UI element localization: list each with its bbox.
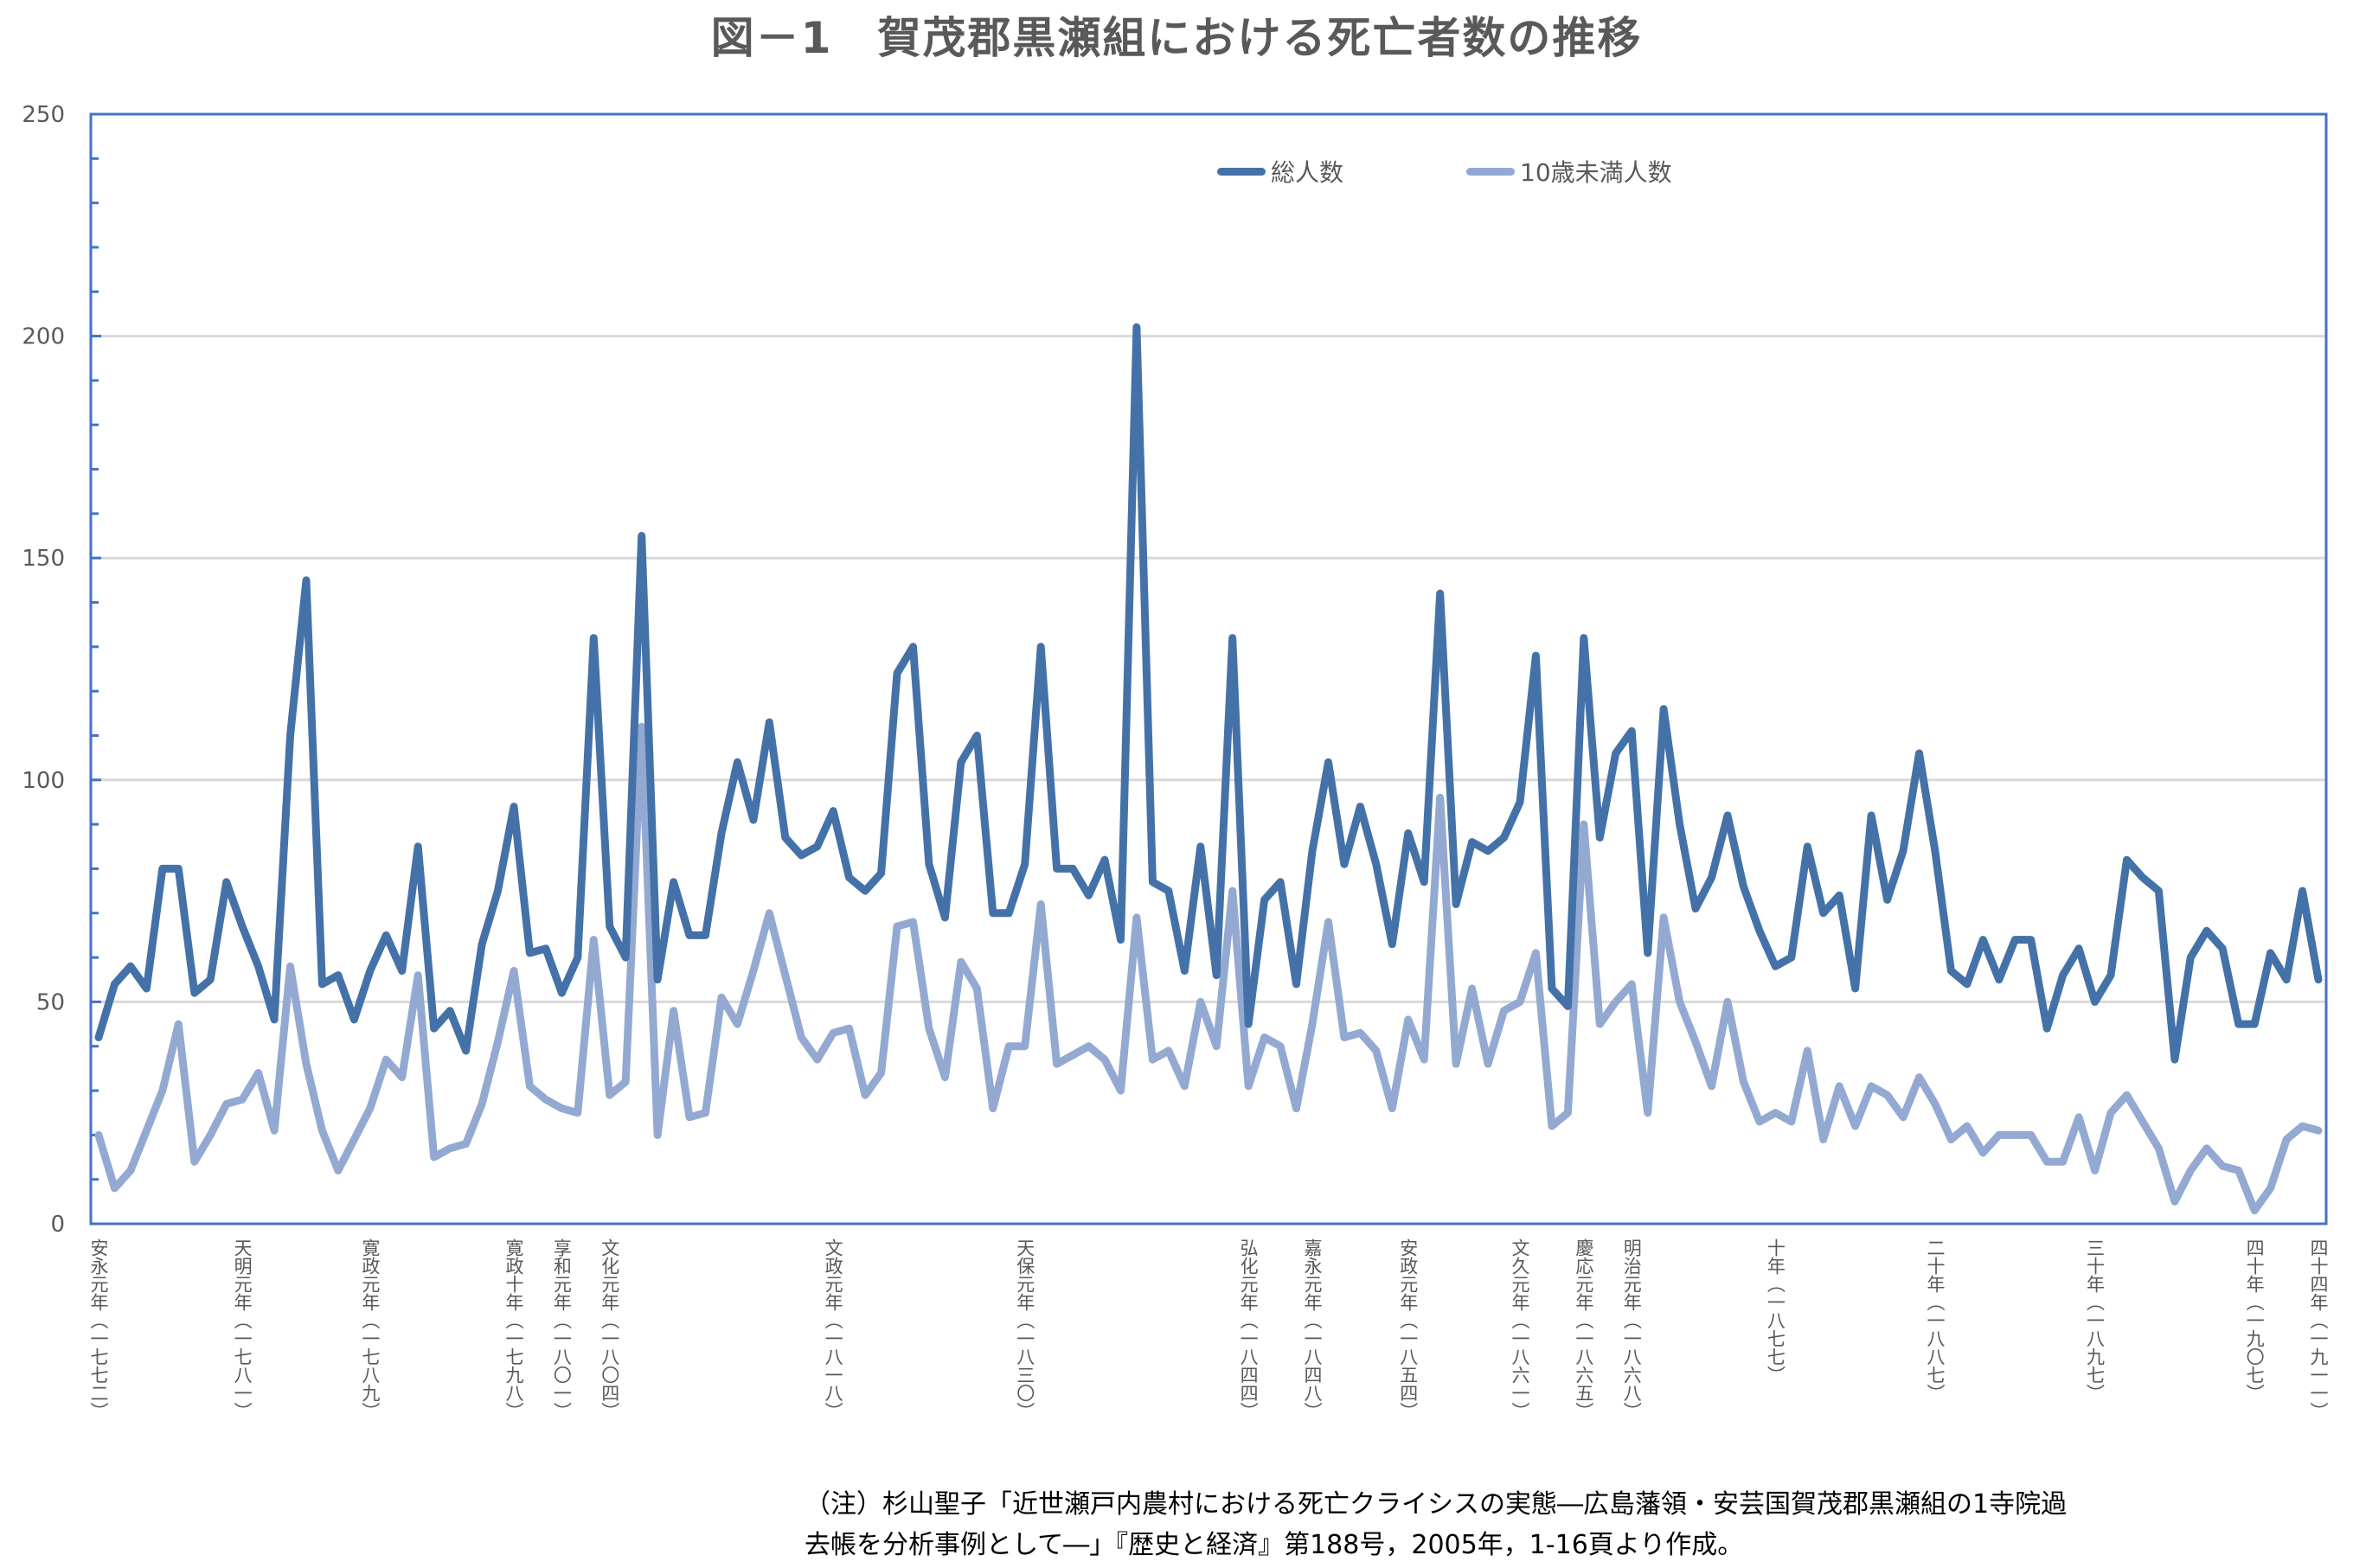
x-tick-label: 文政元年（一八一八） (823, 1238, 844, 1420)
x-tick-label: 二十年（一八八七） (1924, 1238, 1946, 1402)
plot-border (89, 112, 2328, 1226)
x-tick-label: 天保元年（一八三〇） (1014, 1238, 1035, 1420)
series-line (94, 722, 2323, 1215)
y-tick-label: 0 (50, 1212, 65, 1238)
chart-title: 図－1 賀茂郡黒瀬組における死亡者数の推移 (710, 13, 1643, 63)
x-tick-label: 四十四年（一九一一） (2308, 1238, 2329, 1420)
x-tick-label: 嘉永元年（一八四八） (1301, 1238, 1323, 1420)
series-line (94, 323, 2323, 1064)
legend-label: 10歳未満人数 (1520, 158, 1672, 187)
legend-swatch-under10-icon (1466, 167, 1515, 176)
y-tick-label: 100 (22, 768, 65, 794)
x-tick-label: 三十年（一八九七） (2084, 1238, 2106, 1402)
x-tick-label: 慶応元年（一八六五） (1573, 1238, 1594, 1420)
source-note-line1: （注）杉山聖子「近世瀬戸内農村における死亡クライシスの実態―広島藩領・安芸国賀茂… (805, 1489, 2068, 1520)
legend-swatch-total-icon (1217, 167, 1266, 176)
x-tick-label: 安永元年（一七七二） (88, 1238, 109, 1420)
y-axis-tick-labels: 0 50 100 150 200 250 (22, 102, 65, 1238)
source-note: （注）杉山聖子「近世瀬戸内農村における死亡クライシスの実態―広島藩領・安芸国賀茂… (805, 1484, 2067, 1565)
legend-item-under10: 10歳未満人数 (1466, 154, 1672, 189)
x-tick-label: 四十年（一九〇七） (2244, 1238, 2266, 1402)
y-tick-label: 250 (22, 102, 65, 128)
x-tick-label: 寛政十年（一七九八） (503, 1238, 524, 1420)
x-tick-label: 十年（一八七七） (1765, 1238, 1786, 1384)
y-tick-label: 200 (22, 324, 65, 350)
x-tick-label: 明治元年（一八六八） (1621, 1238, 1643, 1420)
gridlines (91, 335, 2326, 1003)
x-tick-label: 文化元年（一八〇四） (599, 1238, 620, 1420)
legend-item-total: 総人数 (1217, 154, 1343, 189)
x-tick-label: 文久元年（一八六一） (1509, 1238, 1530, 1420)
y-tick-label: 50 (36, 989, 65, 1015)
source-note-line2: 去帳を分析事例として―」『歴史と経済』第188号，2005年，1-16頁より作成… (805, 1530, 1744, 1560)
y-tick-label: 150 (22, 546, 65, 572)
x-tick-label: 享和元年（一八〇一） (551, 1238, 573, 1420)
x-tick-label: 天明元年（一七八一） (232, 1238, 253, 1420)
data-series (94, 323, 2323, 1215)
x-tick-label: 弘化元年（一八四四） (1238, 1238, 1260, 1420)
x-tick-label: 寛政元年（一七八九） (359, 1238, 381, 1420)
legend-label: 総人数 (1271, 158, 1344, 187)
x-tick-label: 安政元年（一八五四） (1397, 1238, 1419, 1420)
